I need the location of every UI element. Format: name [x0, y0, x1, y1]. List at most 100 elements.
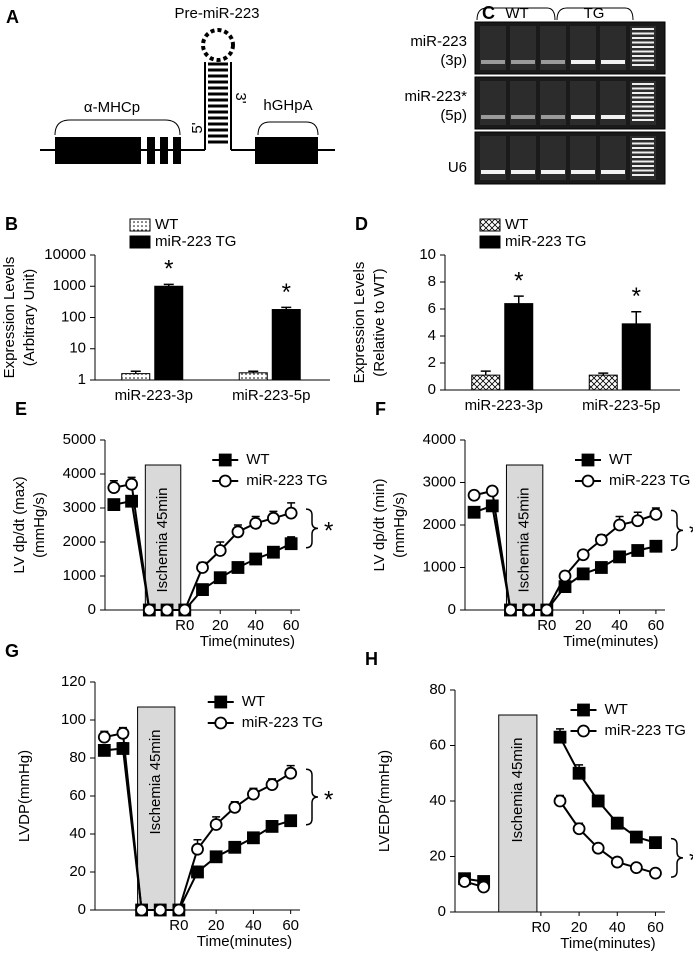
marker	[172, 903, 186, 917]
ladder-band	[632, 59, 654, 62]
gel-row-label: miR-223*	[404, 88, 467, 105]
marker	[249, 552, 263, 566]
y-tick-label: 1	[78, 371, 86, 388]
y-tick-label: 10	[69, 340, 86, 357]
y-tick-label: 4000	[423, 431, 456, 448]
hairpin-rungs	[208, 62, 228, 144]
gel-band	[511, 170, 535, 174]
marker	[610, 855, 624, 869]
significance-mark: *	[689, 520, 693, 547]
ladder-band	[632, 92, 654, 94]
significance-mark: *	[282, 279, 291, 306]
marker	[284, 506, 298, 520]
gel-row-label: U6	[448, 159, 467, 176]
legend-label: miR-223 TG	[505, 233, 586, 250]
y-tick-label: 1000	[423, 558, 456, 575]
series-line	[104, 732, 292, 911]
marker	[265, 820, 279, 833]
y-tick-label: 80	[69, 749, 86, 766]
legend-label: miR-223 TG	[242, 714, 323, 731]
marker	[284, 814, 298, 828]
legend-swatch	[129, 235, 151, 249]
y-tick-label: 60	[69, 787, 86, 804]
legend-label: miR-223 TG	[155, 233, 236, 250]
ladder-band	[632, 174, 654, 176]
y-tick-label: 2000	[63, 533, 96, 550]
ladder-band	[632, 156, 654, 158]
legend-marker	[214, 695, 228, 709]
bar	[271, 309, 301, 381]
x-tick-label: 20	[571, 919, 588, 936]
legend-label: WT	[246, 451, 269, 468]
marker	[613, 550, 626, 564]
y-tick-label: 100	[61, 308, 86, 325]
ladder-band	[632, 114, 654, 117]
diagram-title: Pre-miR-223	[174, 5, 259, 22]
y-tick-label: 0	[88, 601, 96, 618]
ladder-band	[632, 32, 654, 35]
marker	[485, 484, 499, 498]
ladder-band	[632, 160, 654, 163]
panel-label: H	[365, 649, 378, 669]
marker	[594, 533, 608, 547]
marker	[649, 866, 662, 880]
y-tick-label: 100	[61, 711, 86, 728]
ladder-band	[632, 83, 654, 85]
x-tick-label: miR-223-5p	[232, 387, 310, 404]
marker	[631, 514, 645, 528]
marker	[553, 730, 567, 744]
y-tick-label: 0	[438, 903, 446, 920]
x-tick-label: 40	[611, 617, 628, 634]
legend-marker	[577, 703, 590, 717]
marker	[231, 525, 245, 539]
x-tick-label: miR-223-5p	[582, 397, 660, 414]
marker	[97, 744, 111, 757]
y-axis-label: (mmHg/s)	[31, 492, 48, 558]
error-bar	[631, 310, 642, 324]
bar	[238, 372, 268, 381]
ladder-band	[632, 50, 654, 53]
bar	[154, 285, 184, 381]
marker	[107, 498, 121, 512]
significance-mark: *	[324, 786, 333, 813]
marker	[504, 603, 517, 617]
marker	[284, 766, 298, 780]
hairpin-loop	[201, 28, 235, 62]
marker	[160, 603, 174, 617]
ladder-band	[632, 87, 654, 90]
y-tick-label: 3000	[63, 499, 96, 516]
marker	[116, 742, 130, 755]
marker	[191, 865, 204, 879]
marker	[135, 903, 148, 917]
legend-label: WT	[242, 693, 265, 710]
brace	[305, 508, 319, 549]
error-bar	[598, 372, 609, 376]
gel-band	[541, 115, 565, 119]
marker	[631, 544, 645, 557]
y-tick-label: 5000	[63, 431, 96, 448]
ladder-band	[632, 55, 654, 57]
marker	[591, 841, 605, 855]
y-tick-label: 0	[428, 381, 436, 398]
panel-label: A	[6, 7, 19, 27]
legend-swatch	[479, 235, 501, 249]
y-tick-label: 0	[448, 601, 456, 618]
marker	[196, 583, 209, 596]
promoter-label: α-MHCp	[84, 99, 140, 116]
promoter-block	[160, 137, 168, 164]
promoter-block	[147, 137, 155, 164]
legend-swatch	[479, 218, 501, 232]
error-bar	[281, 306, 292, 310]
ladder-band	[632, 96, 654, 99]
ladder-band	[632, 119, 654, 121]
construct-diagram: A Pre-miR-223 α-MHCp hGHpA 5' 3'	[6, 5, 335, 164]
marker	[125, 477, 138, 491]
legend-marker	[218, 453, 232, 467]
marker	[247, 787, 260, 801]
legend-label: miR-223 TG	[609, 472, 690, 489]
x-tick-label: R0	[531, 919, 550, 936]
gel-band	[601, 115, 625, 119]
gel-band	[541, 60, 565, 64]
y-axis-label: LVDP(mmHg)	[16, 750, 33, 842]
